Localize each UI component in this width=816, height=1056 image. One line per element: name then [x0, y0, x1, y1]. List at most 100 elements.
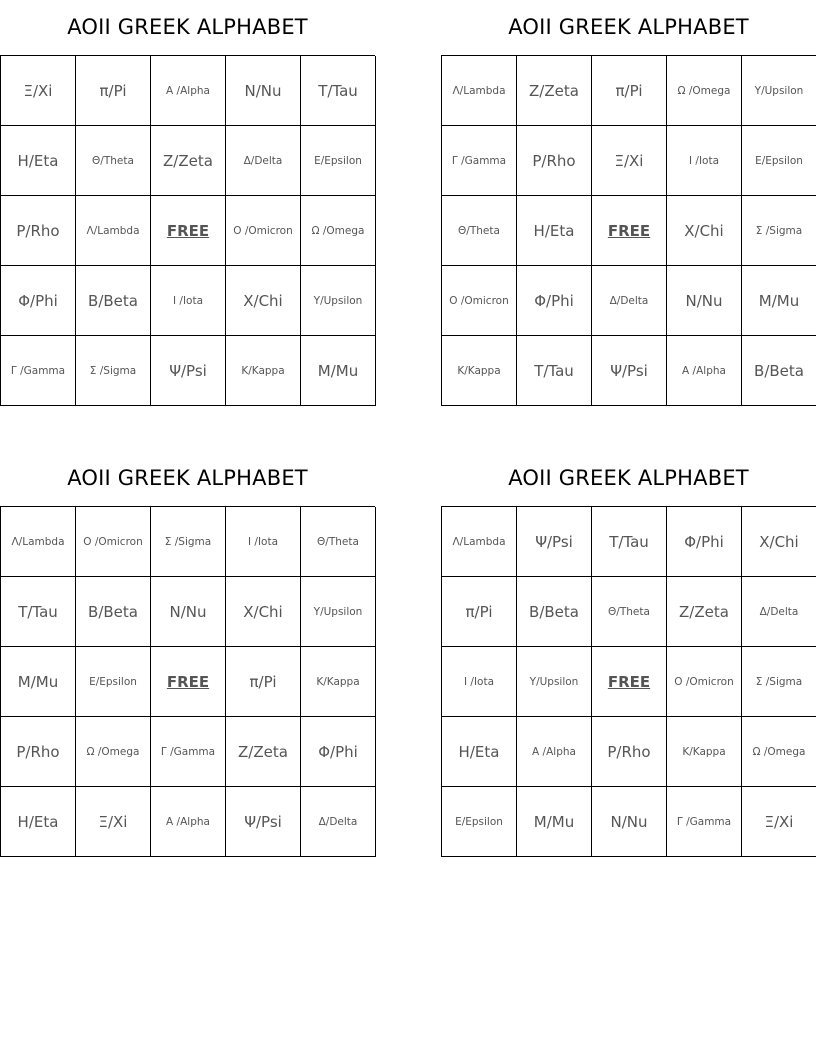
bingo-cell: Μ/Mu: [301, 336, 376, 406]
bingo-cell: Δ/Delta: [742, 577, 816, 647]
bingo-cell: Ζ/Zeta: [226, 717, 301, 787]
bingo-grid: Λ/Lambda Ζ/Zeta π/Pi Ω /Omega Υ/Upsilon Γ /Ga…: [441, 55, 816, 406]
bingo-cell: Β/Beta: [517, 577, 592, 647]
bingo-cell: Ι /Iota: [667, 126, 742, 196]
bingo-cell: Δ/Delta: [592, 266, 667, 336]
bingo-cell: Β/Beta: [742, 336, 816, 406]
bingo-cell: Ξ/Xi: [76, 787, 151, 857]
bingo-grid: Λ/Lambda Ο /Omicron Σ /Sigma Ι /Iota Θ/Theta…: [0, 506, 376, 857]
bingo-cell: Ξ/Xi: [742, 787, 816, 857]
bingo-cell: Ω /Omega: [76, 717, 151, 787]
bingo-cell: Η/Eta: [1, 126, 76, 196]
bingo-cell: Τ/Tau: [301, 56, 376, 126]
free-space: FREE: [592, 196, 667, 266]
bingo-cell: Ο /Omicron: [667, 647, 742, 717]
bingo-cell: Ρ/Rho: [592, 717, 667, 787]
bingo-card: AOII GREEK ALPHABET Λ/Lambda Ο /Omicron Σ /…: [0, 466, 376, 857]
bingo-cell: Σ /Sigma: [76, 336, 151, 406]
bingo-cell: Θ/Theta: [301, 507, 376, 577]
bingo-cell: Χ/Chi: [667, 196, 742, 266]
bingo-cell: Η/Eta: [517, 196, 592, 266]
bingo-card: AOII GREEK ALPHABET Λ/Lambda Ψ/Psi Τ/Tau Φ/P…: [441, 466, 816, 857]
bingo-cell: Ω /Omega: [742, 717, 816, 787]
bingo-cell: Ο /Omicron: [76, 507, 151, 577]
card-title: AOII GREEK ALPHABET: [508, 15, 749, 39]
card-title: AOII GREEK ALPHABET: [67, 466, 308, 490]
bingo-cell: Λ/Lambda: [1, 507, 76, 577]
bingo-grid: Ξ/Xi π/Pi Α /Alpha Ν/Nu Τ/Tau Η/Eta Θ/Theta Ζ/Z…: [0, 55, 376, 406]
bingo-cell: Ρ/Rho: [1, 196, 76, 266]
bingo-cell: Η/Eta: [1, 787, 76, 857]
bingo-cell: Ν/Nu: [592, 787, 667, 857]
bingo-cell: Ζ/Zeta: [151, 126, 226, 196]
bingo-cell: Φ/Phi: [1, 266, 76, 336]
bingo-card: AOII GREEK ALPHABET Ξ/Xi π/Pi Α /Alpha Ν/Nu Τ…: [0, 15, 376, 406]
bingo-cell: Ε/Epsilon: [442, 787, 517, 857]
bingo-cell: Ο /Omicron: [442, 266, 517, 336]
bingo-cell: Θ/Theta: [76, 126, 151, 196]
bingo-cell: Α /Alpha: [151, 787, 226, 857]
bingo-cell: Ε/Epsilon: [76, 647, 151, 717]
bingo-cell: Γ /Gamma: [1, 336, 76, 406]
bingo-cell: Υ/Upsilon: [517, 647, 592, 717]
bingo-cell: Ν/Nu: [667, 266, 742, 336]
bingo-cell: Ρ/Rho: [1, 717, 76, 787]
bingo-cell: Χ/Chi: [742, 507, 816, 577]
bingo-cell: Φ/Phi: [301, 717, 376, 787]
bingo-cell: Χ/Chi: [226, 266, 301, 336]
bingo-cell: Λ/Lambda: [76, 196, 151, 266]
bingo-cell: Β/Beta: [76, 266, 151, 336]
bingo-cell: Λ/Lambda: [442, 56, 517, 126]
bingo-cell: Γ /Gamma: [442, 126, 517, 196]
bingo-cell: Κ/Kappa: [226, 336, 301, 406]
bingo-cell: Ζ/Zeta: [667, 577, 742, 647]
bingo-cell: Θ/Theta: [442, 196, 517, 266]
bingo-cell: Ω /Omega: [301, 196, 376, 266]
free-space: FREE: [151, 196, 226, 266]
bingo-cell: Κ/Kappa: [442, 336, 517, 406]
bingo-cell: Α /Alpha: [517, 717, 592, 787]
bingo-cell: Λ/Lambda: [442, 507, 517, 577]
bingo-cell: Ψ/Psi: [592, 336, 667, 406]
bingo-cell: Δ/Delta: [226, 126, 301, 196]
bingo-cell: Υ/Upsilon: [742, 56, 816, 126]
bingo-cell: Φ/Phi: [667, 507, 742, 577]
bingo-cell: π/Pi: [226, 647, 301, 717]
bingo-cell: Ν/Nu: [226, 56, 301, 126]
bingo-cell: Υ/Upsilon: [301, 577, 376, 647]
bingo-cell: Ω /Omega: [667, 56, 742, 126]
bingo-cell: Ο /Omicron: [226, 196, 301, 266]
bingo-cell: Γ /Gamma: [151, 717, 226, 787]
bingo-cell: Ψ/Psi: [517, 507, 592, 577]
bingo-cell: Γ /Gamma: [667, 787, 742, 857]
bingo-cell: Φ/Phi: [517, 266, 592, 336]
bingo-cell: Η/Eta: [442, 717, 517, 787]
free-space: FREE: [151, 647, 226, 717]
bingo-cell: Σ /Sigma: [742, 647, 816, 717]
bingo-cell: Μ/Mu: [1, 647, 76, 717]
bingo-cell: Ι /Iota: [226, 507, 301, 577]
bingo-cell: Ψ/Psi: [151, 336, 226, 406]
bingo-cell: Β/Beta: [76, 577, 151, 647]
bingo-cell: Σ /Sigma: [151, 507, 226, 577]
card-title: AOII GREEK ALPHABET: [508, 466, 749, 490]
bingo-cell: Μ/Mu: [517, 787, 592, 857]
bingo-cell: Ψ/Psi: [226, 787, 301, 857]
bingo-cell: Α /Alpha: [667, 336, 742, 406]
bingo-grid: Λ/Lambda Ψ/Psi Τ/Tau Φ/Phi Χ/Chi π/Pi Β/Beta Θ/…: [441, 506, 816, 857]
bingo-cell: Ρ/Rho: [517, 126, 592, 196]
bingo-cell: Ζ/Zeta: [517, 56, 592, 126]
bingo-cell: Θ/Theta: [592, 577, 667, 647]
bingo-cell: Ξ/Xi: [592, 126, 667, 196]
bingo-cell: Κ/Kappa: [301, 647, 376, 717]
bingo-cell: Μ/Mu: [742, 266, 816, 336]
bingo-cell: π/Pi: [442, 577, 517, 647]
bingo-cell: Σ /Sigma: [742, 196, 816, 266]
card-title: AOII GREEK ALPHABET: [67, 15, 308, 39]
bingo-cell: Τ/Tau: [1, 577, 76, 647]
bingo-cell: Ι /Iota: [442, 647, 517, 717]
bingo-cell: Τ/Tau: [592, 507, 667, 577]
free-space: FREE: [592, 647, 667, 717]
bingo-cell: Ε/Epsilon: [742, 126, 816, 196]
bingo-card: AOII GREEK ALPHABET Λ/Lambda Ζ/Zeta π/Pi Ω /…: [441, 15, 816, 406]
